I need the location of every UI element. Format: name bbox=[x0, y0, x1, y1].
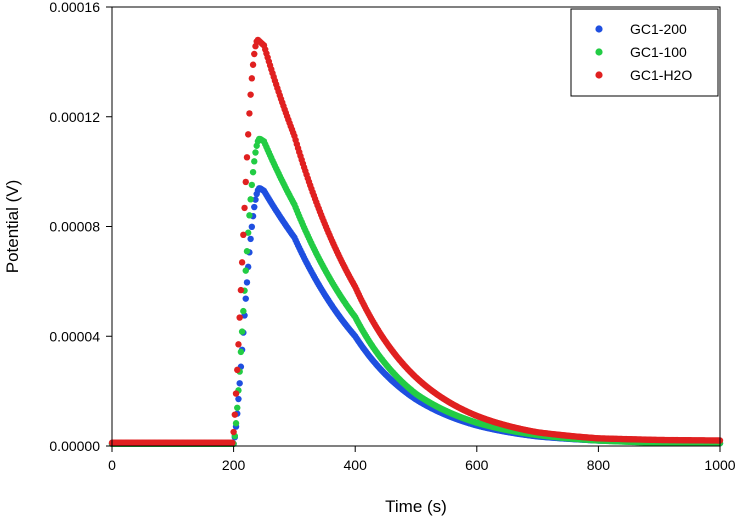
legend-label: GC1-200 bbox=[630, 21, 687, 37]
data-point bbox=[232, 390, 240, 397]
data-point bbox=[247, 235, 254, 243]
data-point bbox=[247, 91, 254, 98]
data-point bbox=[252, 196, 259, 203]
legend: GC1-200 GC1-100 GC1-H2O bbox=[570, 8, 719, 97]
data-point bbox=[235, 395, 242, 403]
data-point bbox=[242, 295, 249, 302]
data-point bbox=[248, 223, 256, 231]
data-point bbox=[230, 428, 237, 436]
data-point bbox=[243, 154, 251, 161]
data-point bbox=[238, 328, 246, 335]
data-point bbox=[231, 411, 239, 418]
y-axis-title: Potential (V) bbox=[3, 180, 22, 274]
legend-marker bbox=[595, 71, 603, 79]
series-gc1-h2o bbox=[108, 36, 724, 446]
x-tick-label: 400 bbox=[344, 457, 368, 473]
data-point bbox=[234, 366, 241, 374]
data-point bbox=[237, 286, 245, 294]
data-point bbox=[237, 348, 245, 356]
x-tick-label: 600 bbox=[465, 457, 489, 473]
y-tick-label: 0.00016 bbox=[49, 0, 100, 15]
y-tick-label: 0.00008 bbox=[49, 219, 100, 235]
x-axis-title: Time (s) bbox=[385, 497, 447, 516]
x-tick-label: 800 bbox=[587, 457, 611, 473]
data-point bbox=[249, 61, 257, 68]
y-tick-label: 0.00004 bbox=[49, 328, 100, 344]
data-point bbox=[234, 404, 241, 411]
legend-label: GC1-100 bbox=[630, 44, 687, 60]
data-point bbox=[240, 307, 247, 315]
data-point bbox=[243, 279, 251, 286]
x-tick-label: 0 bbox=[108, 457, 116, 473]
data-point bbox=[244, 229, 252, 236]
legend-label: GC1-H2O bbox=[630, 67, 692, 83]
x-tick-label: 200 bbox=[222, 457, 246, 473]
data-point bbox=[248, 75, 256, 82]
data-point bbox=[242, 267, 249, 274]
data-point bbox=[235, 341, 242, 348]
data-point bbox=[236, 380, 243, 387]
data-point bbox=[248, 181, 256, 189]
data-point bbox=[240, 231, 247, 239]
legend-marker bbox=[595, 48, 603, 56]
data-point bbox=[246, 212, 253, 219]
data-point bbox=[251, 50, 258, 58]
data-point bbox=[251, 158, 258, 165]
data-point bbox=[249, 168, 257, 176]
data-point bbox=[252, 149, 259, 156]
data-point bbox=[232, 420, 240, 427]
data-point bbox=[243, 248, 251, 255]
data-point bbox=[229, 439, 236, 446]
y-tick-label: 0.00000 bbox=[49, 438, 100, 454]
data-point bbox=[242, 178, 249, 186]
data-point bbox=[238, 259, 246, 266]
x-tick-label: 1000 bbox=[704, 457, 735, 473]
data-point bbox=[246, 110, 253, 117]
data-point bbox=[247, 196, 254, 203]
data-points bbox=[108, 36, 724, 448]
data-point bbox=[251, 203, 258, 211]
y-tick-label: 0.00012 bbox=[49, 109, 100, 125]
data-point bbox=[241, 204, 248, 212]
data-point bbox=[236, 314, 243, 321]
data-point bbox=[244, 131, 252, 138]
axis-ticks: 0 200 400 600 800 1000 0.00000 0.00004 0.00008 0.… bbox=[49, 0, 735, 473]
legend-marker bbox=[595, 25, 603, 33]
series-gc1-200 bbox=[108, 185, 724, 448]
